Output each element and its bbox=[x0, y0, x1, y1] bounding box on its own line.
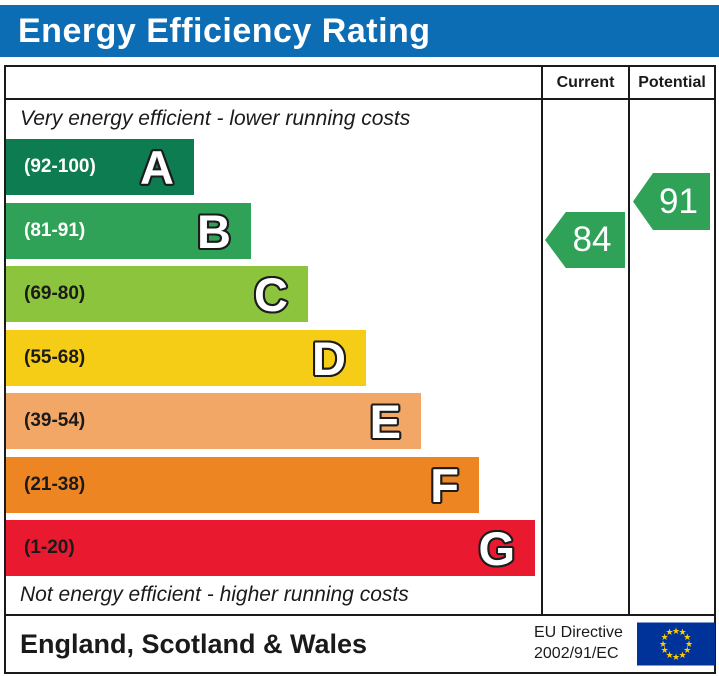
column-header-potential: Potential bbox=[628, 67, 714, 98]
band-row-c: (69-80) C bbox=[6, 266, 308, 322]
band-letter: D bbox=[312, 331, 346, 385]
eu-star-icon: ★ bbox=[683, 645, 692, 655]
band-range: (1-20) bbox=[24, 537, 75, 558]
band-range: (81-91) bbox=[24, 220, 86, 241]
eu-star-icon: ★ bbox=[660, 645, 669, 655]
potential-rating-value: 91 bbox=[659, 181, 698, 221]
bottom-scale-note: Not energy efficient - higher running co… bbox=[20, 583, 409, 606]
eu-directive-line1: EU Directive bbox=[534, 624, 623, 642]
band-letter: F bbox=[430, 458, 459, 512]
band-row-d: (55-68) D bbox=[6, 330, 366, 386]
eu-directive-line2: 2002/91/EC bbox=[534, 645, 619, 662]
eu-star-icon: ★ bbox=[678, 649, 687, 660]
eu-star-icon: ★ bbox=[683, 632, 692, 642]
band-letter: G bbox=[478, 521, 515, 575]
rating-chart-body: Very energy efficient - lower running co… bbox=[6, 100, 714, 614]
current-rating-arrow: 84 bbox=[545, 212, 625, 268]
band-row-b: (81-91) B bbox=[6, 203, 251, 259]
eu-star-icon: ★ bbox=[684, 638, 694, 649]
band-letter: C bbox=[254, 267, 288, 321]
eu-star-icon: ★ bbox=[665, 649, 674, 660]
band-row-f: (21-38) F bbox=[6, 457, 479, 513]
band-range: (55-68) bbox=[24, 347, 86, 368]
band-row-a: (92-100) A bbox=[6, 139, 194, 195]
eu-star-icon: ★ bbox=[660, 632, 669, 642]
band-letter: B bbox=[197, 204, 231, 258]
band-letter: E bbox=[369, 394, 401, 448]
band-row-g: (1-20) G bbox=[6, 520, 535, 576]
eu-star-icon: ★ bbox=[658, 638, 668, 649]
potential-rating-arrow: 91 bbox=[633, 173, 710, 230]
eu-star-icon: ★ bbox=[671, 651, 681, 662]
band-range: (39-54) bbox=[24, 410, 86, 431]
energy-rating-table: Current Potential Very energy efficient … bbox=[4, 65, 716, 674]
band-range: (21-38) bbox=[24, 474, 86, 495]
top-scale-note: Very energy efficient - lower running co… bbox=[20, 107, 411, 130]
band-range: (92-100) bbox=[24, 156, 96, 177]
eu-directive-label: EU Directive 2002/91/EC bbox=[534, 623, 623, 665]
column-divider-potential bbox=[628, 100, 630, 614]
eu-star-icon: ★ bbox=[678, 627, 687, 638]
column-divider-current bbox=[541, 100, 543, 614]
table-header-row: Current Potential bbox=[6, 67, 714, 100]
eu-star-icon: ★ bbox=[671, 625, 681, 636]
eu-star-icon: ★ bbox=[665, 627, 674, 638]
region-label: England, Scotland & Wales bbox=[20, 628, 368, 659]
band-range: (69-80) bbox=[24, 283, 86, 304]
title-bar: Energy Efficiency Rating bbox=[0, 5, 719, 57]
eu-flag-icon: ★ ★ ★ ★ ★ ★ ★ ★ ★ ★ ★ ★ bbox=[637, 622, 715, 666]
band-row-e: (39-54) E bbox=[6, 393, 421, 449]
column-header-current: Current bbox=[541, 67, 628, 98]
current-rating-value: 84 bbox=[572, 220, 612, 259]
table-footer-row: England, Scotland & Wales EU Directive 2… bbox=[6, 614, 715, 672]
band-letter: A bbox=[140, 140, 174, 194]
table-header-spacer bbox=[6, 67, 541, 98]
page-title: Energy Efficiency Rating bbox=[18, 11, 431, 50]
